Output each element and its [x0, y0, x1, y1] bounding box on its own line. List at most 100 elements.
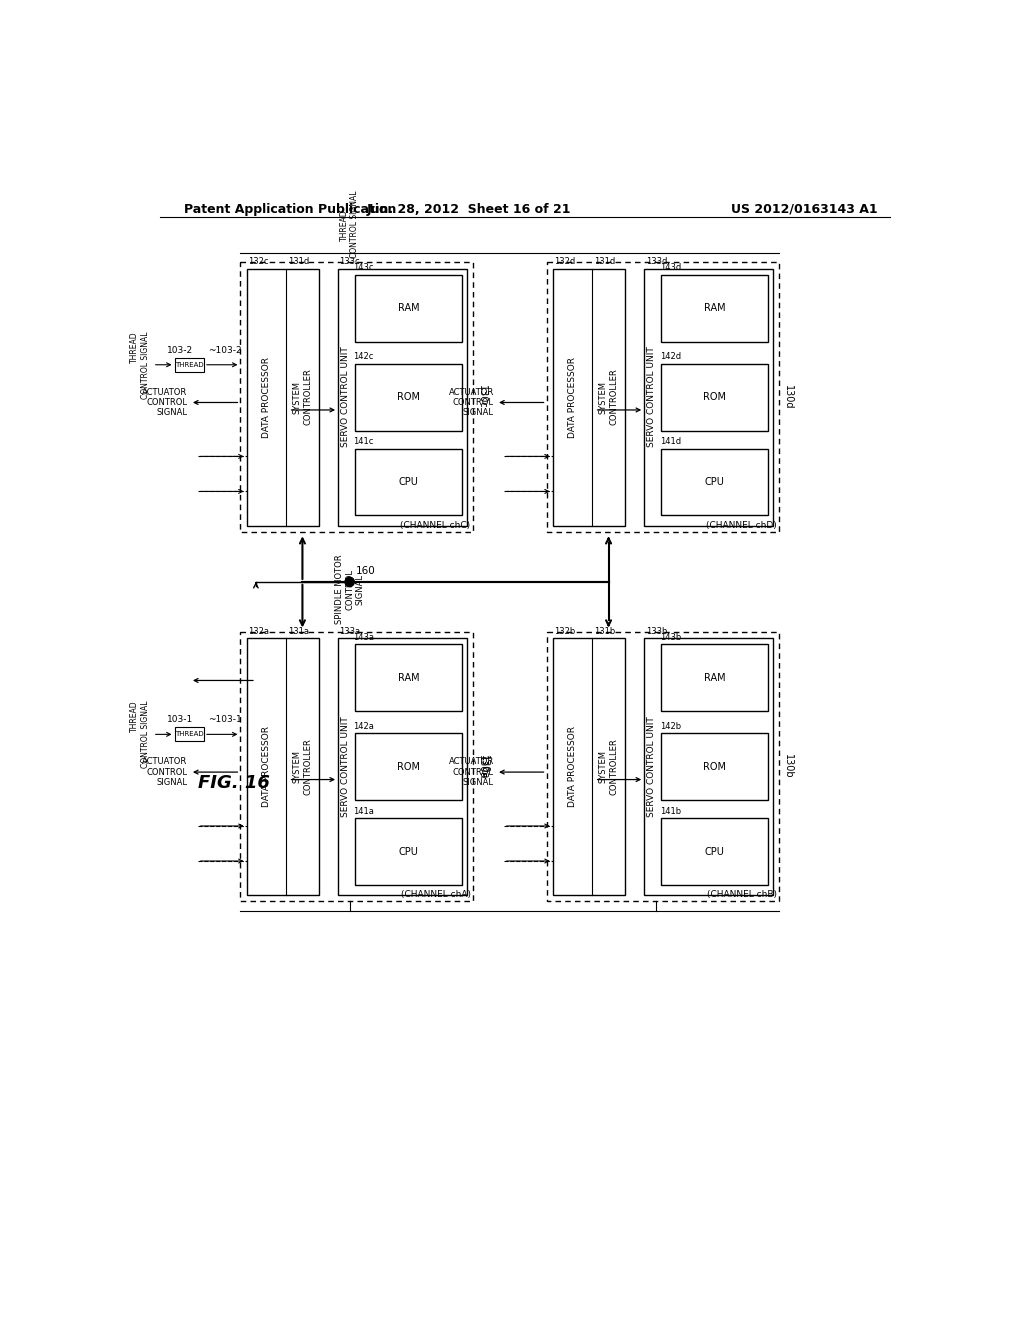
- Bar: [553, 638, 625, 895]
- Text: CPU: CPU: [398, 477, 419, 487]
- Text: 133c: 133c: [340, 257, 360, 267]
- Text: SYSTEM
CONTROLLER: SYSTEM CONTROLLER: [293, 368, 312, 425]
- Text: (CHANNEL chC): (CHANNEL chC): [400, 520, 471, 529]
- Text: THREAD
CONTROL SIGNAL: THREAD CONTROL SIGNAL: [130, 331, 150, 399]
- Text: 130c: 130c: [477, 385, 486, 409]
- Text: 142c: 142c: [353, 352, 374, 362]
- Text: ROM: ROM: [397, 392, 420, 403]
- Text: 132b: 132b: [554, 627, 575, 636]
- Text: FIG. 16: FIG. 16: [198, 775, 269, 792]
- Text: THREAD
CONTROL SIGNAL: THREAD CONTROL SIGNAL: [340, 191, 359, 259]
- Bar: [247, 268, 318, 525]
- Text: 132d: 132d: [554, 257, 575, 267]
- Text: DATA PROCESSOR: DATA PROCESSOR: [261, 356, 270, 438]
- Text: 142d: 142d: [659, 352, 681, 362]
- Text: 143b: 143b: [659, 634, 681, 642]
- Text: ACTUATOR
CONTROL
SIGNAL: ACTUATOR CONTROL SIGNAL: [142, 388, 187, 417]
- Bar: [644, 268, 773, 525]
- Bar: [355, 275, 462, 342]
- Text: 103-1: 103-1: [167, 715, 193, 725]
- Text: SERVO CONTROL UNIT: SERVO CONTROL UNIT: [647, 347, 656, 447]
- Text: 142a: 142a: [353, 722, 375, 731]
- Text: 103-2: 103-2: [167, 346, 193, 355]
- Text: RAM: RAM: [703, 304, 725, 313]
- Text: ROM: ROM: [703, 762, 726, 772]
- Bar: [355, 364, 462, 430]
- Text: 133b: 133b: [646, 627, 667, 636]
- Bar: [553, 268, 625, 525]
- Bar: [247, 638, 318, 895]
- Bar: [355, 644, 462, 711]
- Text: 130d: 130d: [783, 385, 793, 409]
- Text: RAM: RAM: [703, 673, 725, 682]
- Bar: [662, 734, 768, 800]
- Text: CPU: CPU: [398, 846, 419, 857]
- Text: 141b: 141b: [659, 807, 681, 816]
- Text: 131b: 131b: [594, 627, 615, 636]
- Text: ~103-2: ~103-2: [208, 346, 242, 355]
- Text: ROM: ROM: [703, 392, 726, 403]
- Text: (CHANNEL chB): (CHANNEL chB): [707, 890, 776, 899]
- Bar: [662, 818, 768, 884]
- Bar: [241, 263, 473, 532]
- Bar: [338, 268, 467, 525]
- Text: ~103-1: ~103-1: [208, 715, 242, 725]
- Bar: [241, 632, 473, 902]
- Text: 143c: 143c: [353, 264, 374, 272]
- Text: (CHANNEL chD): (CHANNEL chD): [706, 520, 776, 529]
- Bar: [355, 449, 462, 515]
- Bar: [174, 358, 204, 372]
- Bar: [662, 644, 768, 711]
- Text: 160: 160: [356, 566, 376, 576]
- Text: THREAD: THREAD: [175, 362, 204, 368]
- Text: SYSTEM
CONTROLLER: SYSTEM CONTROLLER: [599, 738, 618, 795]
- Text: 141a: 141a: [353, 807, 375, 816]
- Text: 131d: 131d: [288, 257, 309, 267]
- Text: SERVO CONTROL UNIT: SERVO CONTROL UNIT: [341, 717, 350, 817]
- Text: Jun. 28, 2012  Sheet 16 of 21: Jun. 28, 2012 Sheet 16 of 21: [367, 203, 571, 215]
- Text: Patent Application Publication: Patent Application Publication: [183, 203, 396, 215]
- Bar: [644, 638, 773, 895]
- Text: RAM: RAM: [397, 304, 420, 313]
- Text: 143a: 143a: [353, 634, 375, 642]
- Text: 130a: 130a: [479, 755, 489, 779]
- Text: 141c: 141c: [353, 437, 374, 446]
- Text: SYSTEM
CONTROLLER: SYSTEM CONTROLLER: [293, 738, 312, 795]
- Text: 131a: 131a: [288, 627, 309, 636]
- Circle shape: [345, 577, 354, 586]
- Text: ACTUATOR
CONTROL
SIGNAL: ACTUATOR CONTROL SIGNAL: [449, 388, 494, 417]
- Text: 130a: 130a: [477, 755, 486, 779]
- Text: ROM: ROM: [397, 762, 420, 772]
- Bar: [355, 818, 462, 884]
- Text: 141d: 141d: [659, 437, 681, 446]
- Text: 132a: 132a: [248, 627, 269, 636]
- Text: THREAD: THREAD: [175, 731, 204, 738]
- Bar: [547, 263, 779, 532]
- Text: DATA PROCESSOR: DATA PROCESSOR: [261, 726, 270, 808]
- Text: THREAD
CONTROL SIGNAL: THREAD CONTROL SIGNAL: [130, 701, 150, 768]
- Bar: [174, 727, 204, 742]
- Text: SERVO CONTROL UNIT: SERVO CONTROL UNIT: [647, 717, 656, 817]
- Bar: [338, 638, 467, 895]
- Text: ACTUATOR
CONTROL
SIGNAL: ACTUATOR CONTROL SIGNAL: [142, 758, 187, 787]
- Bar: [547, 632, 779, 902]
- Text: 131d: 131d: [594, 257, 615, 267]
- Text: CPU: CPU: [705, 846, 725, 857]
- Text: 132c: 132c: [248, 257, 268, 267]
- Text: (CHANNEL chA): (CHANNEL chA): [400, 890, 471, 899]
- Text: SPINDLE MOTOR
CONTROL
SIGNAL: SPINDLE MOTOR CONTROL SIGNAL: [335, 554, 365, 624]
- Text: 133d: 133d: [646, 257, 667, 267]
- Bar: [355, 734, 462, 800]
- Text: 142b: 142b: [659, 722, 681, 731]
- Text: 130b: 130b: [783, 755, 793, 779]
- Bar: [662, 275, 768, 342]
- Text: SERVO CONTROL UNIT: SERVO CONTROL UNIT: [341, 347, 350, 447]
- Text: 143d: 143d: [659, 264, 681, 272]
- Text: DATA PROCESSOR: DATA PROCESSOR: [567, 356, 577, 438]
- Text: RAM: RAM: [397, 673, 420, 682]
- Text: ACTUATOR
CONTROL
SIGNAL: ACTUATOR CONTROL SIGNAL: [449, 758, 494, 787]
- Text: US 2012/0163143 A1: US 2012/0163143 A1: [731, 203, 878, 215]
- Text: CPU: CPU: [705, 477, 725, 487]
- Bar: [662, 449, 768, 515]
- Text: 133a: 133a: [340, 627, 360, 636]
